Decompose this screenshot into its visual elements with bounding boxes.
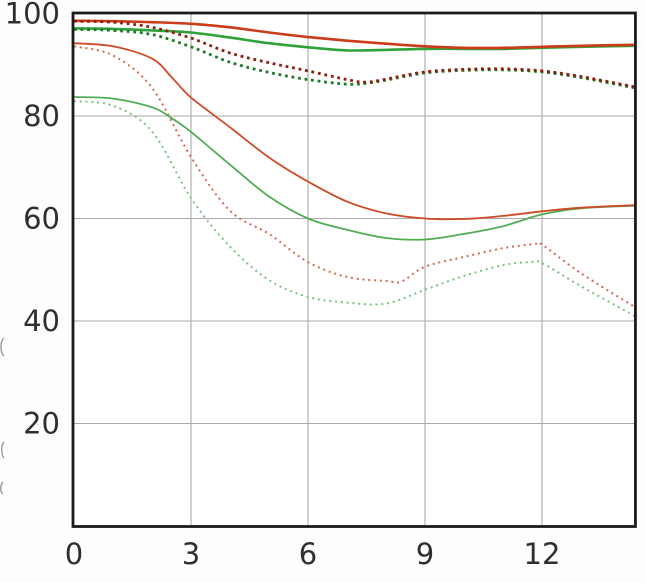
x-tick-label-0: 0: [65, 537, 83, 571]
series-red-thin-dotted: [73, 45, 635, 308]
series-red-thick-dotted: [73, 19, 635, 89]
y-axis-title-clipped-fragment-1: [0, 337, 5, 357]
plot-area: [74, 13, 635, 526]
y-axis-title-clipped-fragment-2: [1, 441, 5, 459]
plot-frame: [71, 11, 637, 528]
x-tick-label-9: 9: [416, 537, 434, 571]
series-red-thin-solid: [73, 42, 635, 221]
y-tick-label-100: 100: [5, 0, 60, 31]
series-green-thin-dotted: [73, 100, 635, 317]
y-tick-label-80: 80: [23, 99, 60, 133]
y-tick-label-40: 40: [23, 304, 60, 338]
x-tick-label-12: 12: [524, 537, 561, 571]
y-tick-label-60: 60: [23, 202, 60, 236]
x-tick-label-3: 3: [182, 537, 200, 571]
series-green-thin-solid: [73, 96, 635, 241]
x-tick-label-6: 6: [299, 537, 317, 571]
y-axis-title-clipped-fragment-3: [0, 481, 4, 495]
series-red-thick-solid: [73, 19, 635, 50]
y-tick-label-20: 20: [23, 407, 60, 441]
